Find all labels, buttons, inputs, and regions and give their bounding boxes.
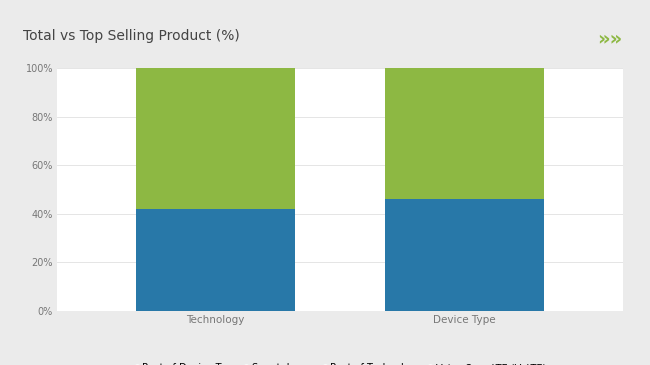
Text: Total vs Top Selling Product (%): Total vs Top Selling Product (%)	[23, 28, 240, 43]
Legend: Rest of Device Type, Smartphones, Rest of Technology, Voice Over LTE (VoLTE): Rest of Device Type, Smartphones, Rest o…	[130, 360, 550, 365]
Bar	[385, 68, 543, 199]
Bar	[136, 209, 294, 311]
Bar	[136, 68, 294, 209]
Text: »»: »»	[597, 30, 622, 49]
Bar	[385, 199, 543, 311]
